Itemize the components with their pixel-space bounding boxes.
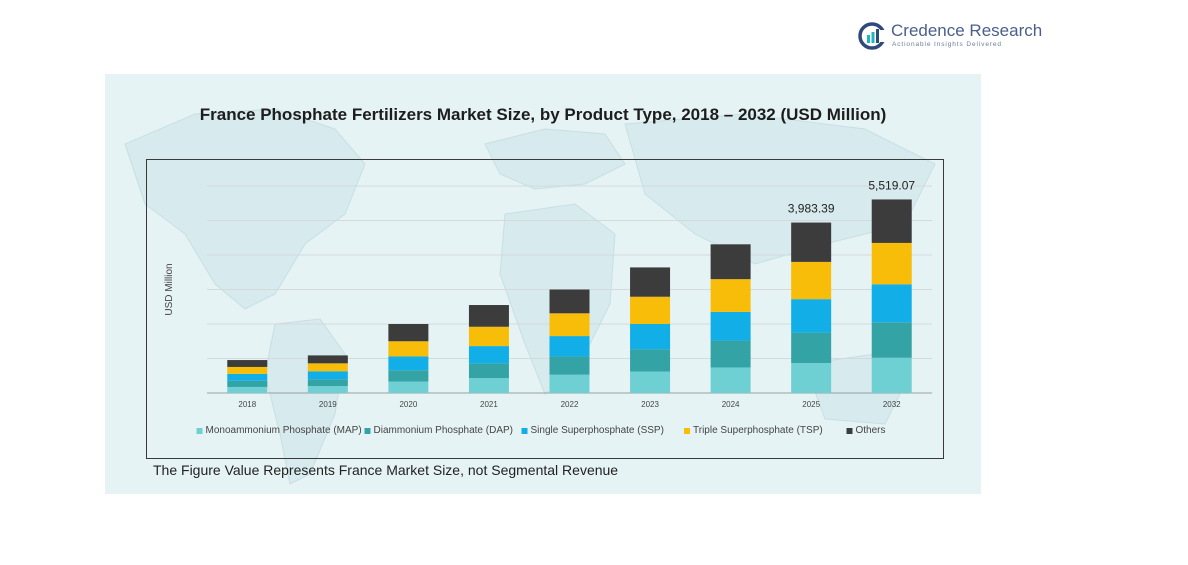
bar-2021-series-1 [468,363,509,379]
bar-2024-series-1 [710,340,751,368]
x-tick-label-2021: 2021 [480,400,498,409]
bar-2024-series-2 [710,311,751,341]
chart-title: France Phosphate Fertilizers Market Size… [199,105,887,124]
bar-2018-series-1 [227,380,268,387]
bar-2024-series-3 [710,279,751,312]
legend-label-2: Single Superphosphate (SSP) [531,425,664,436]
data-label-2025: 3,983.39 [788,202,835,216]
bar-2020-series-2 [388,356,429,371]
bar-2025-series-1 [791,332,832,363]
bar-2024-series-0 [710,367,751,393]
bar-2021-series-3 [468,326,509,347]
legend-swatch-0 [196,428,203,434]
bar-2018-series-4 [227,360,268,367]
bar-2023-series-2 [630,324,671,350]
bar-2020-series-4 [388,324,429,342]
legend-swatch-1 [364,428,371,434]
x-tick-label-2018: 2018 [238,400,256,409]
bar-2021-series-4 [468,305,509,327]
bar-2022-series-4 [549,289,590,314]
credence-logo-icon [858,22,886,50]
brand-name: Credence Research [891,21,1043,40]
bar-2019-series-4 [307,355,348,364]
x-tick-label-2019: 2019 [319,400,337,409]
bar-2023-series-3 [630,296,671,324]
legend-label-4: Others [856,425,886,436]
bar-2020-series-3 [388,341,429,357]
bar-2023-series-1 [630,349,671,372]
bar-2022-series-2 [549,336,590,357]
stacked-bar-chart: USD Million 2018 2019 2020 2021 2022 2023 2024 2… [164,178,932,436]
x-tick-label-2032: 2032 [883,400,901,409]
bar-2022-series-0 [549,374,590,393]
chart-area: USD Million 2018 2019 2020 2021 2022 2023 2024 2… [146,159,944,459]
x-tick-label-2020: 2020 [399,400,417,409]
bar-2032-series-2 [871,284,912,323]
chart-panel: France Phosphate Fertilizers Market Size… [105,74,981,494]
bar-2025-series-2 [791,299,832,333]
bar-2019-series-1 [307,379,348,387]
x-tick-label-2023: 2023 [641,400,659,409]
bar-2025-series-0 [791,362,832,393]
x-tick-label-2024: 2024 [722,400,740,409]
legend-swatch-4 [846,428,853,434]
legend-label-1: Diammonium Phosphate (DAP) [374,425,514,436]
bar-2024-series-4 [710,244,751,280]
legend-swatch-2 [521,428,528,434]
bar-2023-series-4 [630,267,671,297]
data-label-2032: 5,519.07 [868,178,915,192]
bar-2025-series-4 [791,222,832,262]
bar-2019-series-0 [307,386,348,393]
bar-2025-series-3 [791,261,832,300]
footnote: The Figure Value Represents France Marke… [153,462,619,478]
x-tick-label-2025: 2025 [802,400,820,409]
x-tick-label-2022: 2022 [561,400,579,409]
bar-2018-series-0 [227,386,268,393]
bar-2032-series-0 [871,357,912,393]
bar-2021-series-0 [468,378,509,393]
bar-2022-series-1 [549,356,590,375]
legend-label-3: Triple Superphosphate (TSP) [693,425,823,436]
bar-2022-series-3 [549,313,590,337]
bar-2032-series-3 [871,242,912,285]
legend-swatch-3 [684,428,690,434]
bar-2032-series-1 [871,322,912,358]
bar-2019-series-3 [307,363,348,372]
bar-2018-series-3 [227,366,268,374]
legend-label-0: Monoammonium Phosphate (MAP) [206,425,362,436]
bar-2032-series-4 [871,199,912,243]
bar-2023-series-0 [630,371,671,393]
bar-2020-series-0 [388,381,429,393]
bar-2020-series-1 [388,370,429,382]
bar-2018-series-2 [227,373,268,381]
bar-2021-series-2 [468,346,509,364]
y-axis-label: USD Million [164,263,175,315]
bar-2019-series-2 [307,371,348,380]
brand-tagline: Actionable Insights Delivered [892,41,1002,48]
